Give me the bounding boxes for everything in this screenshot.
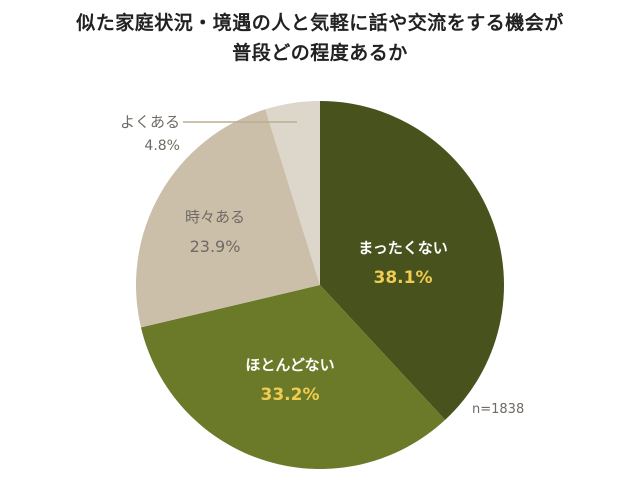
pie-slices — [135, 101, 504, 469]
chart-title-line-2: 普段どの程度あるか — [232, 42, 408, 64]
slice-hotondo-nai — [140, 285, 446, 469]
slice-name: まったくない — [358, 239, 448, 257]
chart-title: 似た家庭状況・境遇の人と気軽に話や交流をする機会が 普段どの程度あるか — [0, 8, 640, 68]
slice-label-tokidoki-aru: 時々ある 23.9% — [165, 206, 265, 260]
slice-label-hotondo-nai: ほとんどない 33.2% — [230, 354, 350, 408]
slice-percent: 33.2% — [260, 385, 320, 405]
slice-tokidoki-aru — [135, 109, 320, 328]
chart-title-line-1: 似た家庭状況・境遇の人と気軽に話や交流をする機会が — [76, 12, 564, 34]
slice-percent: 23.9% — [189, 237, 241, 256]
slice-label-mattaku-nai: まったくない 38.1% — [348, 237, 458, 291]
slice-name: よくある — [119, 113, 180, 131]
slice-percent: 4.8% — [144, 138, 180, 154]
slice-name: 時々ある — [184, 208, 245, 226]
slice-mattaku-nai — [320, 101, 504, 420]
slice-percent: 38.1% — [373, 268, 433, 288]
slice-label-yoku-aru: よくある 4.8% — [90, 112, 180, 156]
sample-size-annotation: n=1838 — [472, 402, 525, 417]
slice-name: ほとんどない — [245, 356, 335, 374]
slice-yoku-aru — [265, 101, 320, 285]
